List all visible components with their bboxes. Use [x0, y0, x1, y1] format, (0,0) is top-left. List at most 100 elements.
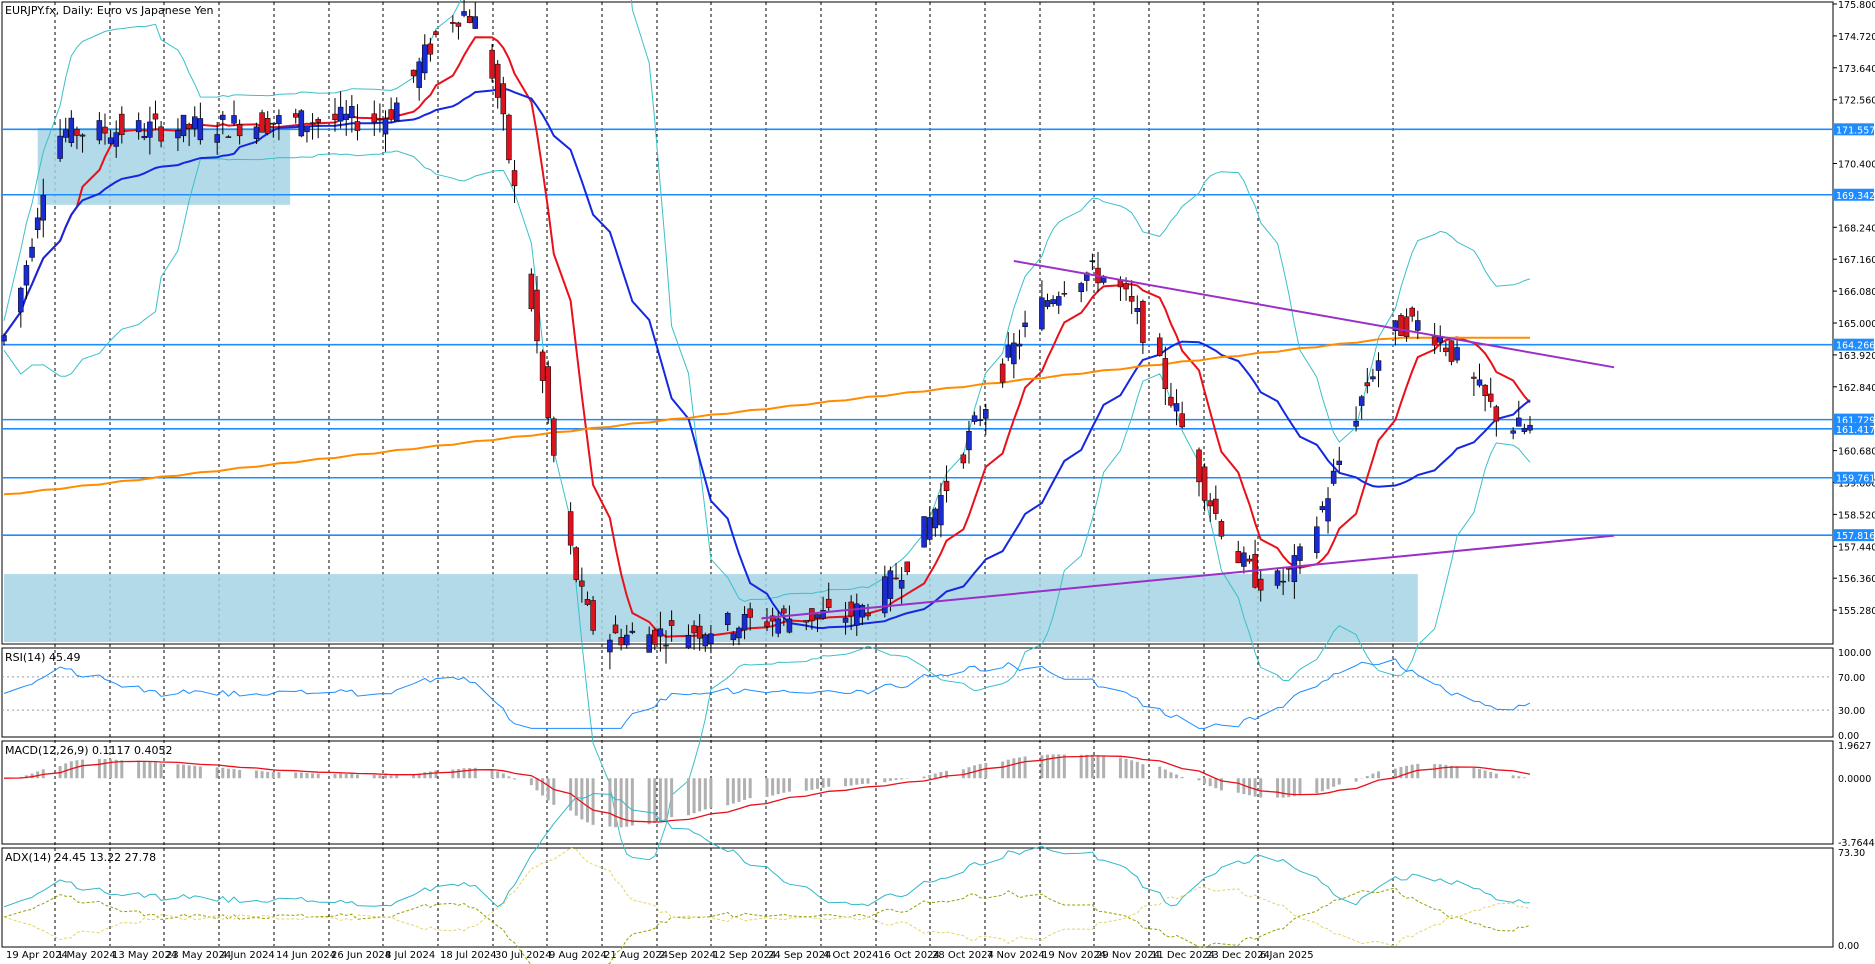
bullish-candle — [1039, 297, 1045, 330]
bearish-candle — [1409, 307, 1415, 317]
bullish-candle — [724, 612, 731, 626]
x-tick-label: 29 Nov 2024 — [1096, 950, 1160, 961]
bearish-candle — [781, 608, 787, 614]
y-tick-label: 162.840 — [1838, 383, 1875, 394]
bearish-candle — [573, 547, 579, 580]
bullish-candle — [1274, 570, 1281, 586]
price-level-value: 171.557 — [1836, 125, 1875, 136]
bullish-candle — [1476, 379, 1483, 386]
bearish-candle — [1179, 413, 1185, 428]
bearish-candle — [668, 620, 675, 626]
bullish-candle — [1134, 308, 1141, 312]
y-tick-label: 166.080 — [1838, 287, 1875, 298]
bearish-candle — [315, 119, 321, 123]
bearish-candle — [332, 113, 338, 120]
bullish-candle — [107, 137, 114, 144]
bearish-candle — [377, 118, 383, 121]
bearish-candle — [427, 43, 434, 55]
bullish-candle — [1353, 420, 1359, 427]
trendline — [761, 534, 1615, 620]
bullish-candle — [1241, 552, 1247, 567]
bearish-candle — [1140, 300, 1146, 343]
trendlines[interactable] — [761, 259, 1615, 620]
bearish-candle — [236, 124, 243, 137]
bearish-candle — [1196, 449, 1202, 483]
bearish-candle — [579, 580, 585, 587]
bearish-candle — [511, 170, 518, 187]
adx-label: ADX(14) 24.45 13.22 27.78 — [5, 851, 156, 864]
bullish-candle — [1173, 403, 1180, 412]
bullish-candle — [1050, 299, 1056, 305]
bearish-candle — [270, 122, 277, 125]
bearish-candle — [652, 629, 658, 645]
bullish-candle — [1291, 555, 1298, 583]
y-tick-label: 167.160 — [1838, 255, 1875, 266]
rsi-panel[interactable] — [1, 647, 1834, 738]
bullish-candle — [276, 115, 282, 125]
bearish-candle — [893, 577, 899, 580]
rsi-tick-label: 70.00 — [1838, 673, 1865, 684]
x-tick-label: 19 Apr 2024 — [6, 950, 68, 961]
bullish-candle — [938, 495, 944, 526]
bullish-candle — [1358, 396, 1365, 406]
bearish-candle — [551, 418, 557, 456]
bearish-candle — [539, 351, 546, 381]
bearish-candle — [1257, 578, 1264, 591]
price-level-tag — [1834, 529, 1874, 542]
adx-panel[interactable] — [1, 847, 1834, 948]
bullish-candle — [882, 576, 888, 614]
macd-panel[interactable] — [1, 740, 1834, 845]
bearish-candle — [1364, 382, 1371, 387]
bearish-candle — [410, 69, 417, 77]
bullish-candle — [926, 517, 933, 540]
bullish-candle — [1510, 430, 1516, 434]
x-tick-label: 30 Jul 2024 — [495, 950, 552, 961]
x-tick-label: 11 Dec 2024 — [1151, 950, 1215, 961]
bullish-candle — [657, 628, 664, 637]
bearish-candle — [292, 113, 299, 118]
bullish-candle — [741, 614, 748, 631]
bearish-candle — [904, 561, 911, 573]
adx-tick-label: 73.30 — [1838, 848, 1865, 859]
x-tick-label: 24 Sep 2024 — [768, 950, 831, 961]
bullish-candle — [971, 415, 978, 422]
bearish-candle — [1398, 315, 1404, 336]
bullish-candle — [854, 603, 860, 626]
macd-tick-label: 0.0000 — [1838, 774, 1871, 785]
bullish-candle — [1011, 342, 1017, 365]
bullish-candle — [113, 132, 119, 147]
x-tick-label: 23 May 2024 — [166, 950, 231, 961]
bullish-candle — [775, 618, 781, 634]
bullish-candle — [1392, 320, 1399, 332]
rsi-tick-label: 100.00 — [1838, 648, 1871, 659]
x-tick-label: 8 Jul 2024 — [385, 950, 435, 961]
macd-tick-label: 1.9627 — [1838, 741, 1871, 752]
bullish-candle — [977, 419, 983, 422]
bearish-candle — [1443, 347, 1449, 352]
macd-label: MACD(12,26,9) 0.1117 0.4052 — [5, 744, 173, 757]
ma-mid-line — [3, 87, 1531, 630]
bearish-candle — [186, 123, 192, 129]
bullish-candle — [192, 116, 198, 129]
bearish-candle — [960, 454, 967, 464]
bullish-candle — [983, 409, 989, 419]
adx-main-line — [3, 792, 1531, 908]
bearish-candle — [1201, 466, 1208, 501]
bullish-candle — [147, 121, 153, 138]
bearish-candle — [999, 363, 1006, 383]
bearish-candle — [433, 31, 439, 35]
y-tick-label: 157.440 — [1838, 542, 1875, 553]
rsi-tick-label: 30.00 — [1838, 706, 1865, 717]
bullish-candle — [898, 580, 905, 589]
bullish-candle — [18, 287, 24, 313]
adx-minus-di-line — [3, 847, 1531, 947]
bullish-candle — [175, 130, 181, 139]
rsi-indicator: 100.00 70.00 30.00 0.00 — [2, 648, 1871, 742]
x-tick-label: 13 May 2024 — [112, 950, 177, 961]
bullish-candle — [921, 516, 927, 548]
bullish-candle — [57, 135, 63, 159]
bullish-candle — [197, 118, 204, 141]
y-tick-label: 155.280 — [1838, 606, 1875, 617]
bearish-candle — [259, 112, 265, 133]
